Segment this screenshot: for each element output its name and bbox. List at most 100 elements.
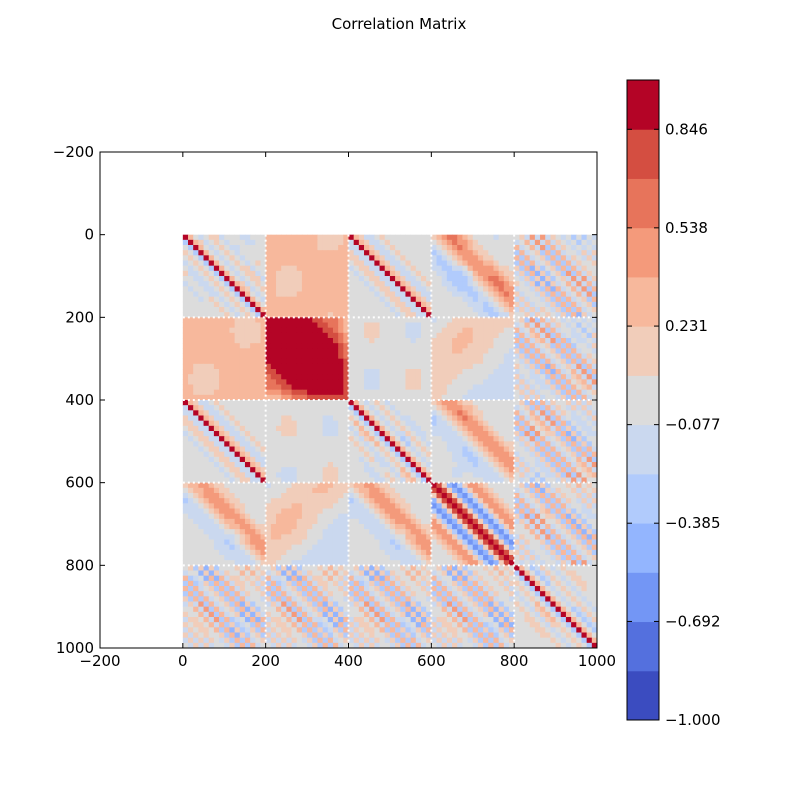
heatmap-cell [332, 348, 339, 354]
heatmap-cell [203, 493, 210, 499]
heatmap-cell [244, 534, 251, 540]
heatmap-cell [369, 348, 375, 354]
heatmap-cell [441, 286, 448, 292]
heatmap-cell [420, 410, 427, 416]
heatmap-cell [586, 317, 593, 323]
heatmap-cell [338, 338, 344, 344]
heatmap-cell [405, 544, 412, 551]
heatmap-cell [244, 322, 251, 329]
heatmap-cell [265, 420, 272, 427]
heatmap-cell [291, 487, 298, 494]
heatmap-cell [540, 322, 546, 329]
heatmap-cell [281, 348, 287, 354]
heatmap-cell [395, 239, 401, 246]
heatmap-cell [555, 544, 562, 551]
heatmap-cell [441, 544, 448, 551]
heatmap-cell [338, 379, 344, 385]
heatmap-cell [193, 451, 199, 458]
heatmap-cell [301, 234, 308, 241]
heatmap-cell [581, 487, 588, 494]
heatmap-cell [193, 498, 199, 504]
heatmap-cell [488, 353, 494, 360]
heatmap-cell [291, 255, 298, 261]
heatmap-cell [400, 317, 406, 323]
heatmap-cell [389, 379, 396, 385]
heatmap-cell [234, 405, 241, 411]
heatmap-cell [244, 472, 251, 478]
heatmap-cell [431, 420, 437, 427]
heatmap-cell [182, 441, 189, 447]
heatmap-cell [307, 472, 313, 478]
heatmap-cell [410, 513, 417, 520]
heatmap-cell [265, 425, 272, 432]
heatmap-cell [586, 441, 593, 447]
heatmap-cell [550, 549, 556, 556]
heatmap-cell [369, 281, 375, 287]
heatmap-cell [540, 415, 546, 422]
heatmap-cell [286, 276, 292, 282]
heatmap-cell [188, 410, 194, 416]
heatmap-cell [560, 301, 567, 308]
heatmap-cell [493, 518, 500, 525]
heatmap-cell [457, 431, 463, 437]
heatmap-cell [560, 245, 567, 251]
heatmap-cell [198, 456, 204, 463]
heatmap-cell [405, 234, 412, 241]
heatmap-cell [229, 291, 236, 298]
heatmap-cell [415, 265, 422, 272]
heatmap-cell [545, 456, 551, 463]
heatmap-cell [322, 389, 329, 396]
heatmap-cell [540, 410, 546, 416]
heatmap-cell [457, 358, 463, 365]
heatmap-cell [415, 415, 422, 422]
heatmap-cell [483, 436, 489, 442]
heatmap-cell [364, 405, 370, 411]
heatmap-cell [239, 239, 246, 246]
heatmap-cell [358, 374, 365, 380]
heatmap-cell [488, 348, 494, 354]
heatmap-cell [338, 534, 344, 540]
heatmap-cell [519, 400, 525, 406]
heatmap-cell [229, 400, 236, 406]
heatmap-cell [565, 472, 572, 478]
heatmap-cell [353, 508, 360, 515]
heatmap-cell [338, 555, 344, 561]
heatmap-cell [540, 456, 546, 463]
heatmap-cell [260, 415, 267, 422]
heatmap-cell [426, 369, 432, 375]
heatmap-cell [462, 327, 468, 334]
heatmap-cell [560, 312, 567, 318]
heatmap-cell [224, 250, 230, 256]
heatmap-cell [322, 472, 329, 478]
heatmap-cell [514, 451, 520, 458]
heatmap-cell [188, 513, 194, 520]
heatmap-cell [431, 529, 437, 535]
heatmap-cell [415, 369, 422, 375]
heatmap-cell [364, 508, 370, 515]
heatmap-cell [317, 462, 324, 468]
heatmap-cell [436, 477, 443, 484]
heatmap-cell [540, 487, 546, 494]
heatmap-cell [457, 529, 463, 535]
heatmap-cell [591, 265, 597, 272]
heatmap-cell [534, 498, 541, 504]
heatmap-cell [493, 265, 500, 272]
heatmap-cell [281, 379, 287, 385]
heatmap-cell [514, 307, 520, 313]
heatmap-cell [301, 286, 308, 292]
heatmap-cell [239, 296, 246, 303]
heatmap-cell [441, 400, 448, 406]
heatmap-cell [203, 265, 210, 272]
heatmap-cell [332, 276, 339, 282]
heatmap-cell [426, 472, 432, 478]
heatmap-cell [208, 431, 215, 437]
heatmap-cell [343, 431, 349, 437]
heatmap-cell [182, 301, 189, 308]
heatmap-cell [301, 374, 308, 380]
heatmap-cell [317, 441, 324, 447]
heatmap-cell [519, 296, 525, 303]
heatmap-cell [550, 270, 556, 277]
heatmap-cell [239, 446, 246, 453]
heatmap-cell [317, 436, 324, 442]
heatmap-cell [467, 239, 474, 246]
